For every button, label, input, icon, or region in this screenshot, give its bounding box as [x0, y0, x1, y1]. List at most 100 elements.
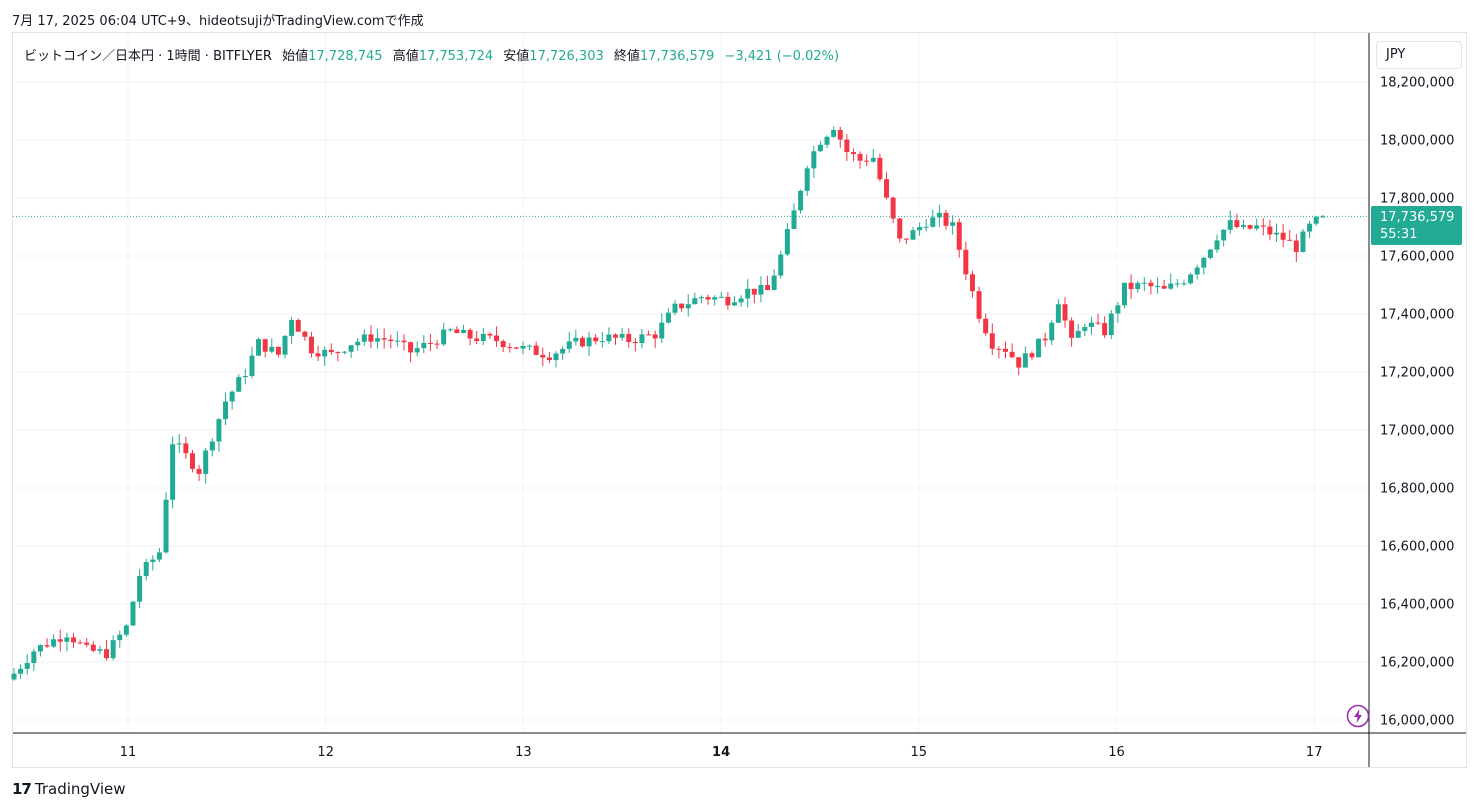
candle-body	[117, 634, 123, 641]
candle-body	[474, 338, 480, 342]
candle-body	[731, 302, 737, 306]
candle-body	[196, 468, 202, 474]
candle-body	[1168, 283, 1174, 289]
chart-frame[interactable]	[12, 32, 1467, 768]
candle-body	[322, 349, 328, 357]
candle-body	[685, 304, 691, 309]
candle-body	[884, 179, 890, 198]
chart-caption: 7月 17, 2025 06:04 UTC+9、hideotsujiがTradi…	[12, 14, 424, 29]
candle-body	[1240, 225, 1246, 227]
candle-body	[1141, 282, 1147, 284]
candle-body	[632, 342, 638, 344]
candle-body	[275, 346, 281, 355]
candle-body	[1194, 267, 1200, 275]
x-tick-label: 12	[317, 745, 334, 760]
candle-body	[705, 297, 711, 300]
candle-body	[500, 341, 506, 348]
candle-body	[1161, 285, 1167, 289]
candle-body	[586, 337, 592, 347]
last-price-value: 17,736,579	[1380, 210, 1455, 225]
candle-body	[64, 637, 70, 642]
candle-body	[1088, 322, 1094, 327]
candle-body	[414, 348, 420, 353]
candle-body	[1188, 274, 1194, 284]
candle-body	[209, 441, 215, 451]
candle-body	[593, 337, 599, 342]
brand-name[interactable]: TradingView	[34, 780, 126, 798]
candle-body	[956, 222, 962, 250]
candle-body	[599, 341, 605, 343]
candle-body	[983, 318, 989, 334]
candle-body	[963, 249, 969, 275]
y-tick-label: 18,200,000	[1380, 76, 1454, 91]
candle-body	[1036, 338, 1042, 358]
candle-body	[804, 168, 810, 191]
candle-body	[223, 401, 229, 420]
candle-body	[659, 322, 665, 339]
y-tick-label: 16,200,000	[1380, 656, 1454, 671]
candle-body	[646, 334, 652, 336]
candle-body	[513, 347, 519, 349]
candle-body	[401, 340, 407, 343]
candle-body	[388, 339, 394, 342]
candle-body	[712, 297, 718, 300]
currency-button[interactable]: JPY	[1376, 41, 1462, 69]
y-tick-label: 16,000,000	[1380, 714, 1454, 729]
candle-body	[540, 354, 546, 358]
candle-body	[903, 238, 909, 240]
candle-body	[156, 552, 162, 560]
tradingview-logo-icon[interactable]: 17	[12, 780, 32, 798]
candle-body	[84, 642, 90, 645]
candle-body	[1274, 232, 1280, 235]
candle-body	[553, 353, 559, 361]
candle-body	[619, 334, 625, 338]
candle-body	[189, 453, 195, 469]
candle-body	[1128, 282, 1134, 290]
candle-body	[289, 320, 295, 336]
candle-body	[1095, 322, 1101, 324]
y-tick-label: 17,000,000	[1380, 424, 1454, 439]
candle-body	[77, 642, 83, 644]
candle-body	[1069, 320, 1075, 338]
candle-body	[460, 329, 466, 334]
candle-body	[1075, 330, 1081, 338]
open-label: 始値	[282, 49, 309, 64]
x-tick-label: 14	[712, 745, 730, 760]
candle-body	[718, 296, 724, 298]
y-tick-label: 17,800,000	[1380, 192, 1454, 207]
candle-body	[150, 559, 156, 562]
candle-body	[355, 341, 361, 346]
candle-body	[408, 342, 414, 353]
candle-body	[1022, 353, 1028, 368]
x-tick-label: 15	[911, 745, 928, 760]
y-tick-label: 17,200,000	[1380, 366, 1454, 381]
symbol-info[interactable]: ビットコイン／日本円 · 1時間 · BITFLYER	[24, 49, 272, 64]
lightning-icon[interactable]	[1346, 704, 1370, 728]
candle-body	[1300, 231, 1306, 252]
candle-body	[24, 663, 30, 669]
candle-body	[897, 218, 903, 239]
candle-body	[256, 339, 262, 356]
y-tick-label: 18,000,000	[1380, 134, 1454, 149]
candle-body	[348, 345, 354, 352]
candle-body	[950, 222, 956, 226]
candle-body	[969, 274, 975, 292]
candle-body	[1320, 216, 1326, 218]
candle-body	[1003, 348, 1008, 352]
candle-body	[765, 285, 771, 290]
y-tick-label: 17,600,000	[1380, 250, 1454, 265]
candle-body	[1148, 282, 1154, 287]
candle-body	[249, 355, 255, 377]
high-label: 高値	[392, 49, 419, 64]
low-value: 17,726,303	[529, 49, 604, 64]
candle-body	[811, 151, 817, 169]
y-tick-label: 17,400,000	[1380, 308, 1454, 323]
candle-body	[910, 230, 916, 240]
candle-body	[104, 649, 110, 659]
candle-body	[943, 212, 949, 226]
x-tick-label: 17	[1306, 745, 1323, 760]
candle-body	[427, 342, 433, 344]
candle-body	[18, 668, 24, 674]
candle-body	[70, 637, 76, 643]
